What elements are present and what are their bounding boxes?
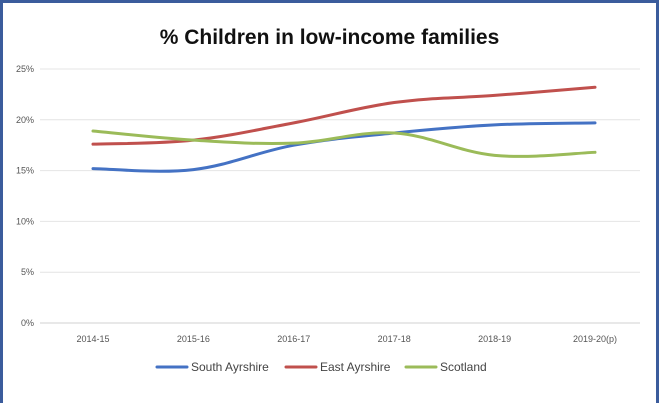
y-tick-label: 5% (21, 267, 34, 277)
x-tick-label: 2017-18 (378, 334, 411, 344)
x-tick-label: 2018-19 (478, 334, 511, 344)
chart-title: % Children in low-income families (159, 26, 500, 49)
y-tick-label: 25% (16, 64, 34, 74)
y-axis-tick-labels: 0% 5% 10% 15% 20% 25% (16, 64, 34, 328)
series-line-south-ayrshire (91, 121, 597, 173)
series-lines (91, 85, 597, 173)
legend: South Ayrshire East Ayrshire Scotland (155, 360, 487, 374)
frame-border-top (0, 0, 659, 3)
y-tick-label: 15% (16, 166, 34, 176)
x-tick-label: 2015-16 (177, 334, 210, 344)
frame-border-left (0, 0, 3, 403)
x-axis-tick-labels: 2014-15 2015-16 2016-17 2017-18 2018-19 2019-… (76, 334, 617, 344)
gridlines (40, 68, 640, 324)
x-tick-label: 2014-15 (76, 334, 109, 344)
y-tick-label: 10% (16, 216, 34, 226)
legend-label-scotland: Scotland (440, 360, 487, 374)
y-tick-label: 0% (21, 318, 34, 328)
x-tick-label: 2019-20(p) (573, 334, 617, 344)
frame-border-right (656, 0, 659, 403)
series-line-east-ayrshire (91, 85, 597, 146)
legend-label-south-ayrshire: South Ayrshire (191, 360, 269, 374)
legend-label-east-ayrshire: East Ayrshire (320, 360, 391, 374)
x-tick-label: 2016-17 (277, 334, 310, 344)
series-line-scotland (91, 129, 597, 158)
y-tick-label: 20% (16, 115, 34, 125)
